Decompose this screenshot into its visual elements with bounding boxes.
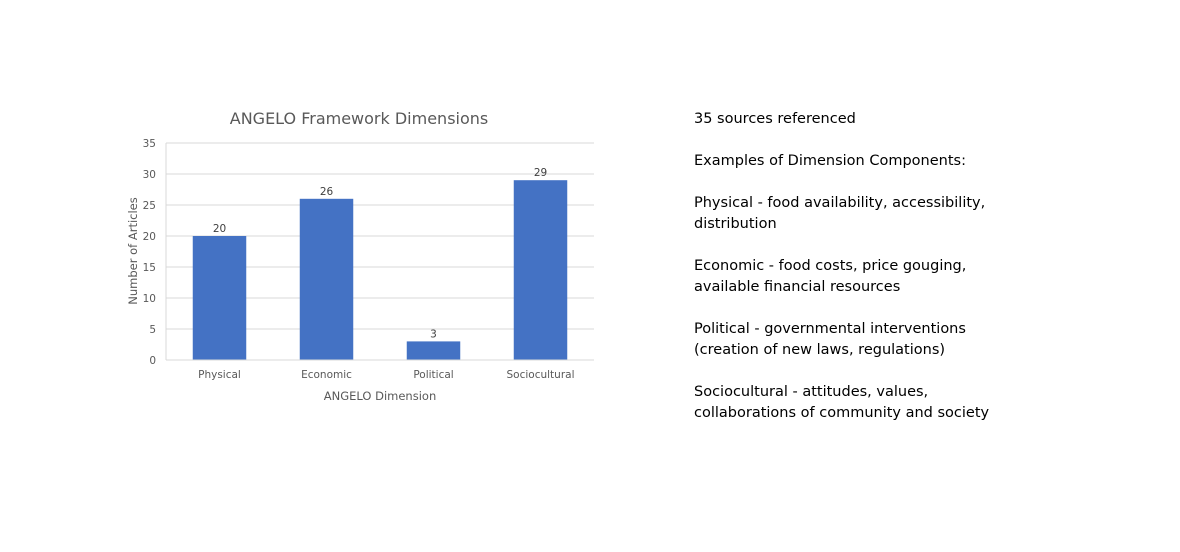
- x-tick-label: Physical: [198, 369, 241, 381]
- examples-heading: Examples of Dimension Components:: [694, 153, 966, 169]
- x-tick-label: Economic: [301, 369, 352, 381]
- example-line: Sociocultural - attitudes, values,: [694, 384, 929, 400]
- x-tick-label: Sociocultural: [507, 369, 575, 381]
- example-line: distribution: [694, 216, 777, 232]
- notes-panel: 35 sources referenced Examples of Dimens…: [694, 109, 1164, 445]
- dimension-example-physical: Physical - food availability, accessibil…: [694, 193, 1164, 235]
- bar-chart: ANGELO Framework Dimensions 051015202530…: [126, 109, 594, 403]
- chart-title: ANGELO Framework Dimensions: [230, 109, 488, 128]
- bar-physical: [192, 236, 247, 360]
- example-line: (creation of new laws, regulations): [694, 342, 946, 358]
- y-tick-label: 5: [149, 324, 156, 336]
- y-tick-label: 20: [143, 231, 156, 243]
- example-line: collaborations of community and society: [694, 405, 990, 421]
- data-label: 20: [213, 223, 226, 235]
- data-label: 3: [430, 328, 437, 340]
- dimension-example-political: Political - governmental interventions (…: [694, 319, 1164, 361]
- y-tick-label: 0: [149, 355, 156, 367]
- example-line: Political - governmental interventions: [694, 321, 966, 337]
- bars: [192, 180, 568, 360]
- dimension-example-economic: Economic - food costs, price gouging, av…: [694, 256, 1164, 298]
- y-tick-label: 15: [143, 262, 156, 274]
- bar-political: [406, 341, 461, 360]
- data-label: 26: [320, 186, 334, 198]
- sources-count: 35 sources referenced: [694, 111, 856, 127]
- x-axis-title: ANGELO Dimension: [324, 389, 436, 403]
- bar-economic: [299, 198, 354, 360]
- data-labels: 20 26 3 29: [213, 167, 547, 340]
- dimension-example-sociocultural: Sociocultural - attitudes, values, colla…: [694, 382, 1164, 424]
- y-tick-label: 10: [143, 293, 156, 305]
- y-axis-title: Number of Articles: [126, 197, 140, 304]
- y-tick-label: 25: [143, 200, 156, 212]
- y-axis-ticks: 0 5 10 15 20 25 30 35: [143, 138, 156, 367]
- x-axis-ticks: Physical Economic Political Sociocultural: [198, 369, 574, 381]
- y-tick-label: 30: [143, 169, 156, 181]
- example-line: Physical - food availability, accessibil…: [694, 195, 986, 211]
- x-tick-label: Political: [413, 369, 453, 381]
- y-tick-label: 35: [143, 138, 156, 150]
- example-line: Economic - food costs, price gouging,: [694, 258, 967, 274]
- example-line: available financial resources: [694, 279, 901, 295]
- bar-sociocultural: [513, 180, 568, 360]
- data-label: 29: [534, 167, 547, 179]
